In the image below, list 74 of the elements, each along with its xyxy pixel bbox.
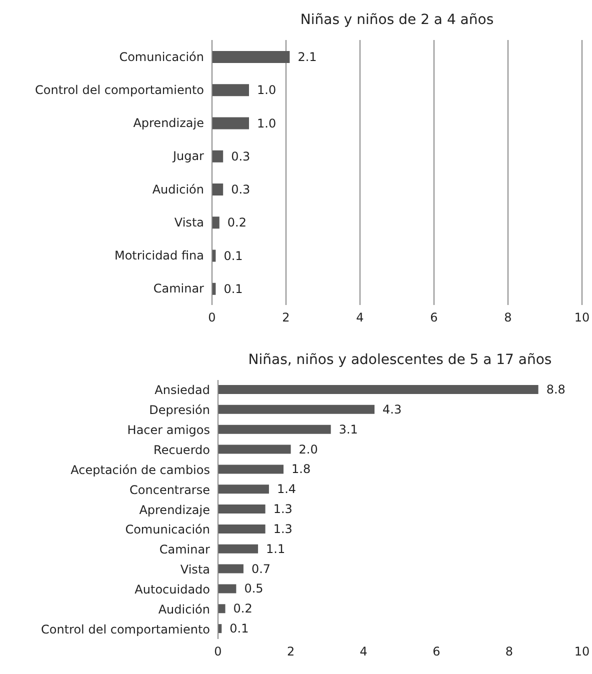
data-label: 2.0	[298, 442, 318, 456]
bar	[212, 184, 224, 196]
x-tick-label: 8	[505, 644, 514, 659]
chart-title: Niñas, niños y adolescentes de 5 a 17 años	[247, 352, 553, 368]
bar	[218, 604, 226, 614]
data-label: 0.1	[224, 282, 243, 296]
x-tick-label: 0	[208, 310, 216, 325]
data-label: 0.3	[231, 182, 250, 196]
data-label: 0.5	[244, 582, 264, 596]
bar	[218, 584, 236, 594]
data-label: 0.1	[230, 622, 249, 636]
x-tick-label: 6	[430, 310, 438, 325]
x-tick-label: 4	[356, 310, 364, 325]
bar	[218, 484, 269, 494]
y-tick-label: Caminar	[153, 282, 204, 296]
y-tick-label: Comunicación	[119, 50, 204, 64]
chart-title: Niñas y niños de 2 a 4 años	[299, 12, 495, 28]
x-tick-label: 0	[214, 644, 222, 659]
y-tick-label: Ansiedad	[154, 383, 210, 398]
y-tick-label: Recuerdo	[154, 442, 210, 457]
bar	[212, 51, 290, 63]
y-tick-label: Hacer amigos	[127, 423, 210, 438]
data-label: 1.0	[257, 116, 276, 130]
data-label: 0.7	[251, 562, 271, 576]
y-tick-label: Audición	[152, 182, 204, 196]
data-label: 8.8	[546, 382, 566, 396]
data-label: 2.1	[298, 50, 317, 64]
x-tick-label: 4	[360, 644, 368, 659]
y-tick-label: Motricidad fina	[114, 248, 204, 263]
y-tick-label: Depresión	[149, 403, 210, 418]
x-tick-label: 10	[574, 644, 590, 659]
x-tick-label: 10	[574, 310, 590, 325]
data-label: 1.3	[273, 522, 292, 536]
data-label: 3.1	[338, 422, 358, 436]
bar	[218, 424, 331, 434]
bar	[212, 216, 220, 229]
y-tick-label: Autocuidado	[134, 582, 210, 596]
y-tick-label: Vista	[180, 562, 210, 577]
y-tick-label: Aprendizaje	[139, 502, 210, 517]
y-tick-label: Aceptación de cambios	[70, 462, 210, 477]
bar	[212, 150, 224, 162]
data-label: 1.0	[257, 83, 276, 98]
bar	[218, 444, 291, 454]
data-label: 1.1	[266, 542, 286, 556]
x-tick-label: 6	[432, 644, 440, 659]
bar	[218, 564, 244, 574]
bar	[218, 404, 375, 414]
bar	[212, 117, 249, 130]
data-label: 0.2	[233, 602, 252, 616]
x-tick-label: 2	[282, 310, 290, 325]
y-tick-label: Vista	[174, 215, 204, 230]
y-tick-label: Control del comportamiento	[41, 622, 210, 636]
data-label: 1.3	[273, 502, 292, 516]
data-label: 4.3	[382, 402, 402, 416]
bar	[218, 504, 266, 514]
y-tick-label: Concentrarse	[130, 482, 210, 497]
data-label: 1.8	[292, 462, 311, 476]
data-label: 0.1	[224, 248, 243, 263]
data-label: 0.2	[227, 216, 246, 230]
x-tick-label: 2	[286, 644, 295, 659]
bar	[218, 464, 284, 474]
y-tick-label: Jugar	[172, 149, 204, 164]
y-tick-label: Caminar	[159, 542, 210, 557]
y-tick-label: Control del comportamiento	[35, 82, 204, 97]
data-label: 1.4	[276, 482, 296, 496]
bar	[218, 544, 258, 554]
x-tick-label: 8	[504, 310, 512, 325]
y-tick-label: Audición	[158, 602, 210, 616]
data-label: 0.3	[231, 149, 250, 164]
y-tick-label: Aprendizaje	[133, 116, 204, 130]
bar	[218, 524, 266, 534]
y-tick-label: Comunicación	[125, 522, 210, 537]
bar	[212, 84, 249, 96]
bar	[218, 385, 538, 394]
